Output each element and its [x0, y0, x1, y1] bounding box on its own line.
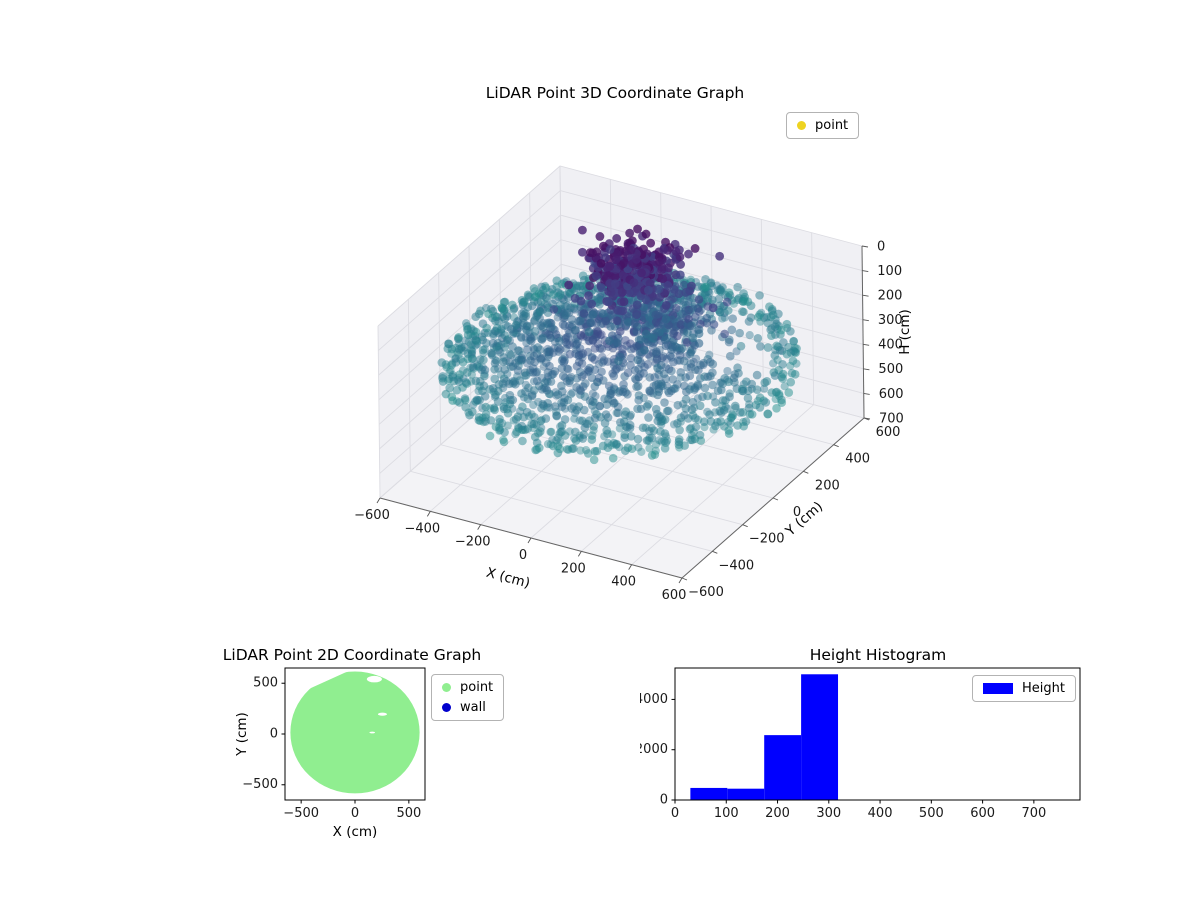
legend-label: point	[815, 118, 849, 133]
legend-entry-wall-2d: wall	[442, 700, 493, 715]
legend-2d: point wall	[431, 674, 505, 721]
legend-entry-point-3d: point	[797, 118, 848, 133]
legend-label: Height	[1022, 681, 1065, 696]
chart-3d-title: LiDAR Point 3D Coordinate Graph	[485, 84, 745, 102]
legend-label: point	[460, 680, 494, 695]
legend-entry-point-2d: point	[442, 680, 493, 695]
wall-marker-icon	[442, 703, 451, 712]
legend-histogram: Height	[972, 675, 1076, 702]
point-marker-icon	[797, 121, 806, 130]
plot-3d-canvas	[330, 100, 970, 640]
legend-label: wall	[460, 700, 486, 715]
legend-3d: point	[786, 112, 860, 139]
legend-entry-height: Height	[983, 681, 1065, 696]
height-patch-icon	[983, 683, 1013, 694]
point-marker-icon	[442, 683, 451, 692]
